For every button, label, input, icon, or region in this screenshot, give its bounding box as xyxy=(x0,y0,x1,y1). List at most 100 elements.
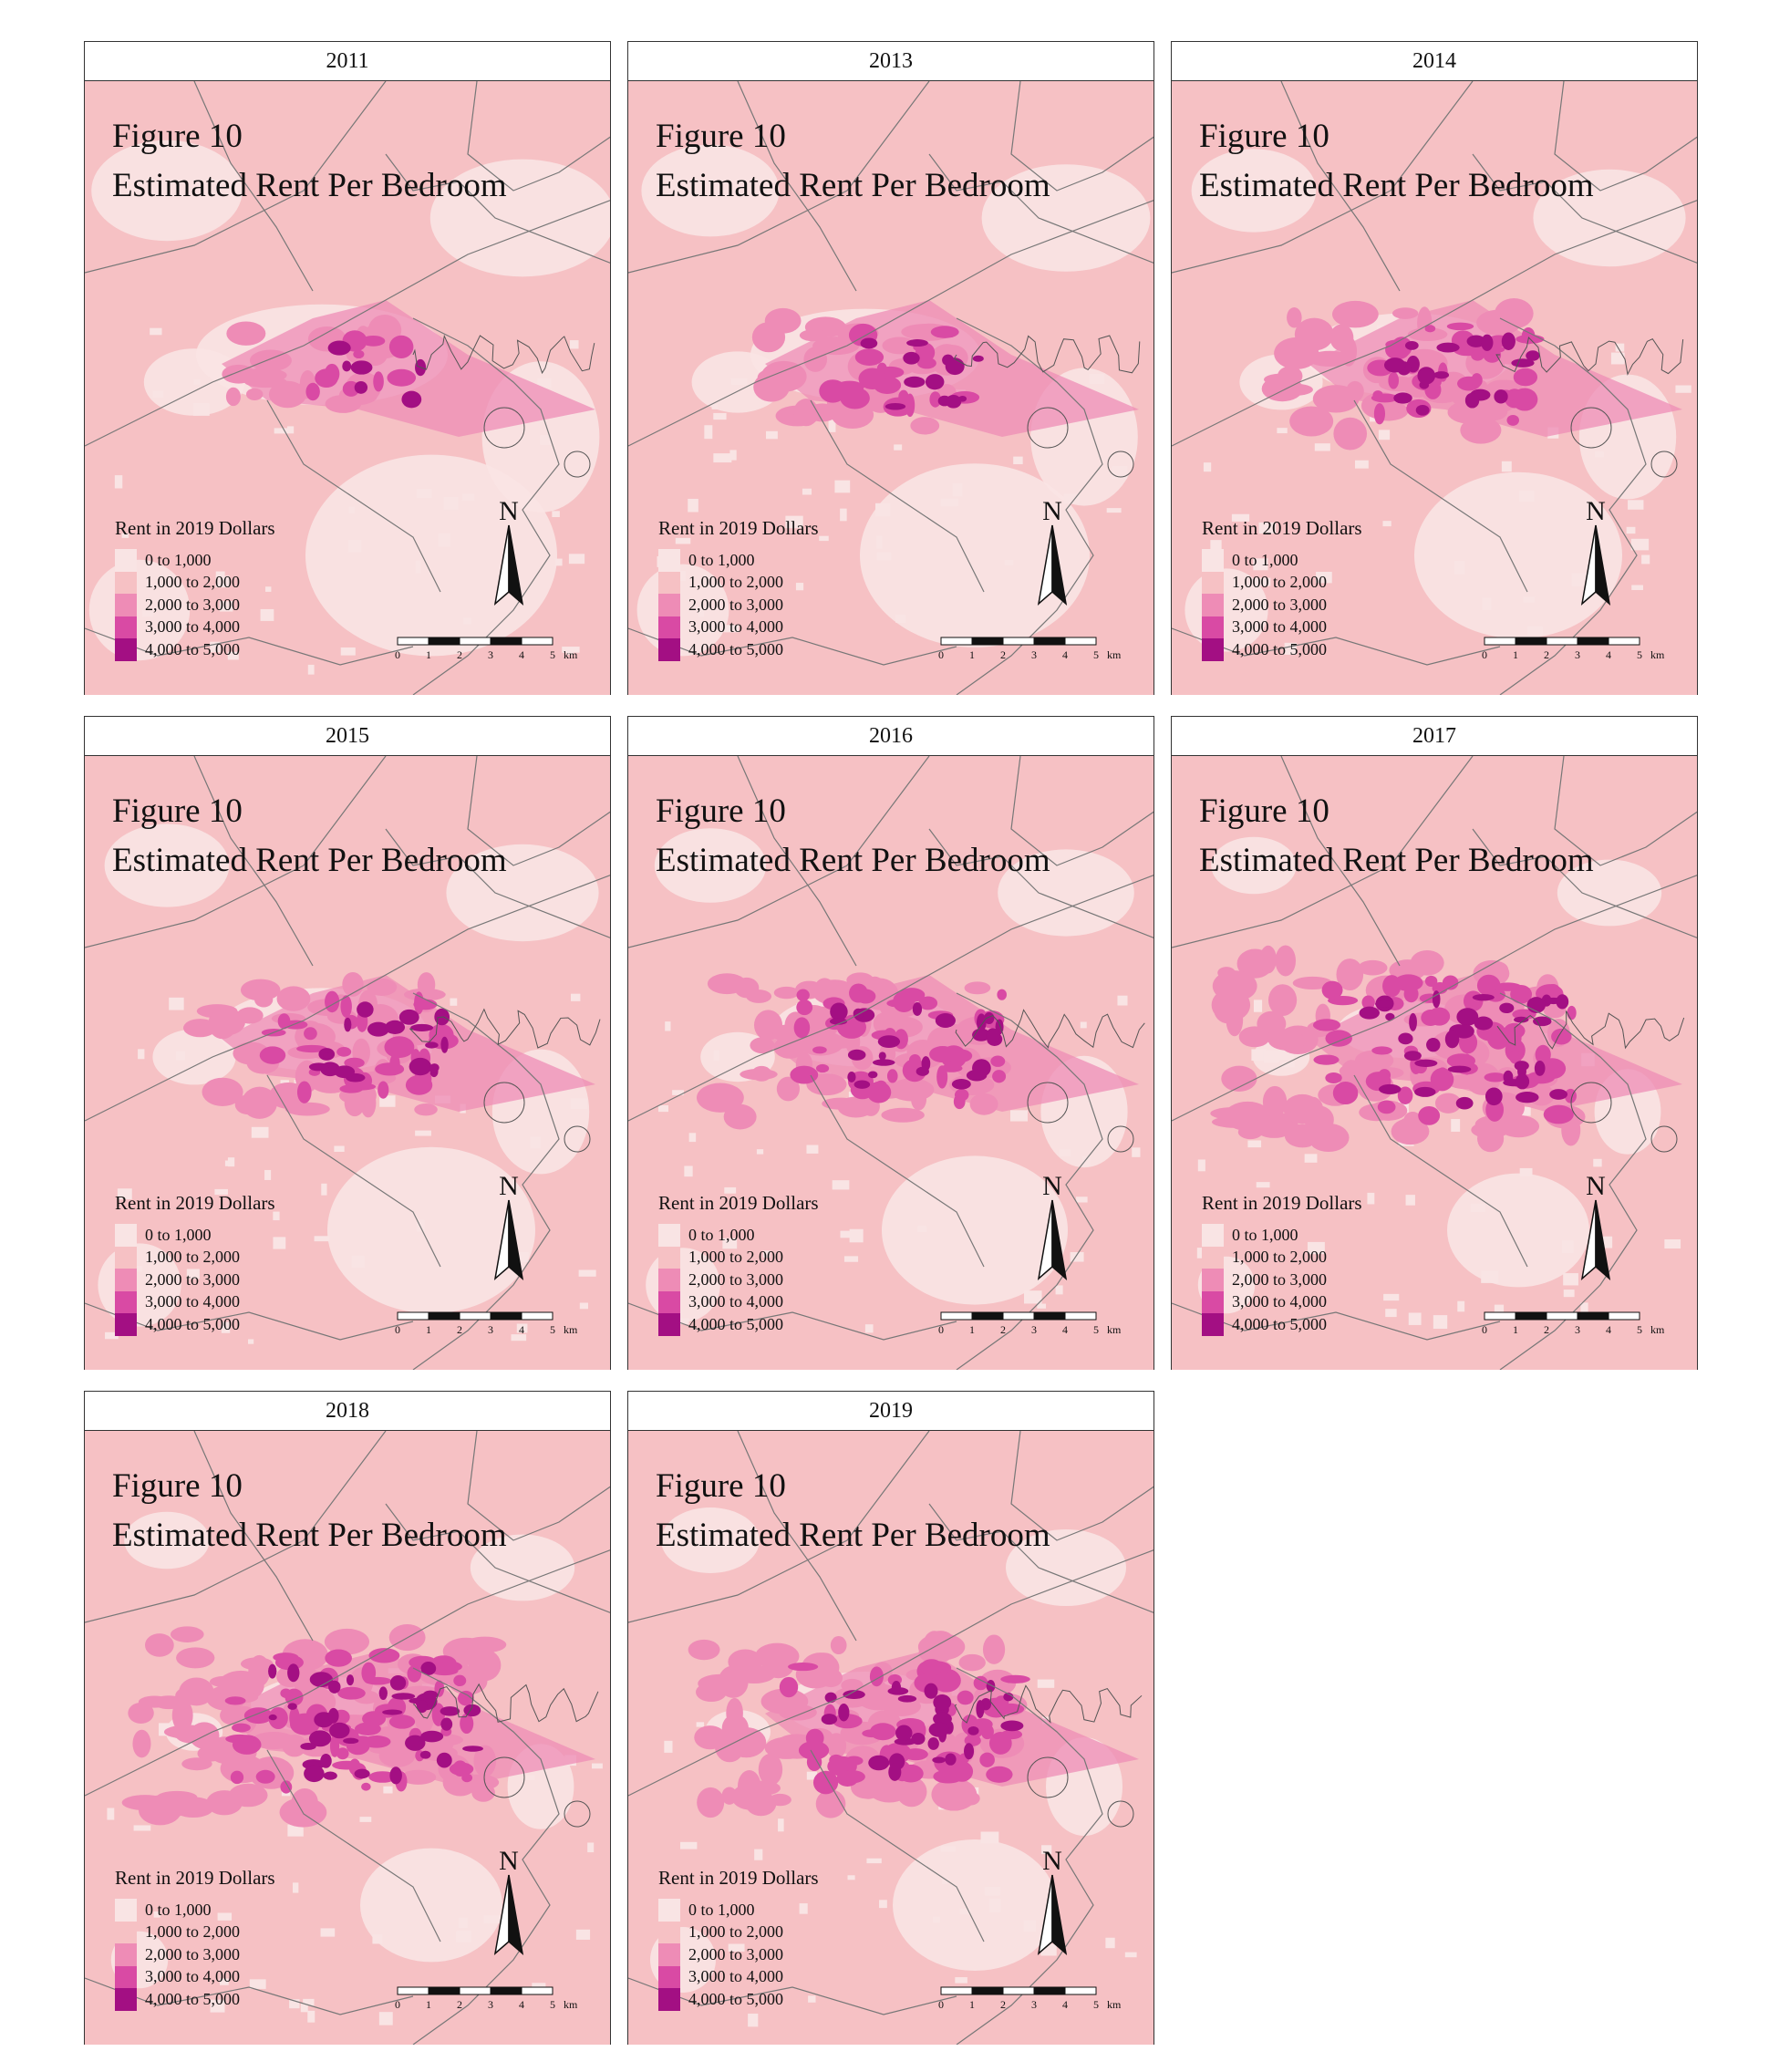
legend-label: 3,000 to 4,000 xyxy=(145,617,241,637)
boundary-line xyxy=(1010,1431,1153,1541)
north-label: N xyxy=(499,496,519,526)
rent-4000-5000-patch xyxy=(976,1700,985,1718)
low-rent-patch xyxy=(327,1146,535,1314)
rent-2000-3000-patch xyxy=(982,1634,1006,1664)
rent-2000-3000-patch xyxy=(174,1725,208,1744)
rent-3000-4000-patch xyxy=(1397,1086,1413,1105)
legend-label: 3,000 to 4,000 xyxy=(145,1967,241,1986)
low-rent-patch xyxy=(88,559,191,661)
panel-year: 2016 xyxy=(869,723,913,748)
rent-3000-4000-patch xyxy=(232,1723,251,1733)
rent-4000-5000-patch xyxy=(378,1686,388,1701)
low-rent-cell xyxy=(114,475,123,489)
boundary-line xyxy=(1172,81,1474,274)
low-rent-cell xyxy=(664,1740,673,1753)
legend-label: 4,000 to 5,000 xyxy=(145,1314,241,1333)
rent-4000-5000-patch xyxy=(429,1063,440,1072)
low-rent-cell xyxy=(483,1915,502,1923)
scale-segment xyxy=(1608,1311,1640,1321)
rent-2000-3000-patch xyxy=(153,1695,184,1710)
low-rent-patch xyxy=(104,824,230,907)
north-label: N xyxy=(1586,496,1606,526)
legend-rows: 0 to 1,000 1,000 to 2,000 2,000 to 3,000 3,… xyxy=(658,549,819,661)
legend-label: 1,000 to 2,000 xyxy=(688,1922,784,1942)
legend-label: 2,000 to 3,000 xyxy=(145,595,241,614)
rent-2000-3000-patch xyxy=(209,1009,246,1036)
map-panel-2011: 2011 Figure 10 Estimated Rent Per Bedroo… xyxy=(84,41,611,695)
low-rent-cell xyxy=(1615,343,1625,352)
low-rent-cell xyxy=(680,1841,698,1849)
panel-year-header: 2018 xyxy=(85,1392,610,1431)
scale-segment xyxy=(397,1986,429,1995)
panel-year: 2011 xyxy=(326,48,369,73)
rent-3000-4000-patch xyxy=(1421,1010,1441,1026)
rent-2000-3000-patch xyxy=(400,1769,437,1785)
low-rent-cell xyxy=(591,1763,603,1769)
legend-label: 0 to 1,000 xyxy=(1232,550,1298,569)
rent-3000-4000-patch xyxy=(796,989,810,1001)
low-rent-cell xyxy=(1481,1270,1499,1283)
rent-4000-5000-patch xyxy=(986,1028,1000,1042)
legend-swatch xyxy=(1202,571,1224,594)
low-rent-cell xyxy=(1580,1302,1588,1316)
low-rent-cell xyxy=(1263,1050,1279,1063)
low-rent-cell xyxy=(142,610,154,617)
low-rent-cell xyxy=(248,1339,254,1344)
rent-3000-4000-patch xyxy=(1424,325,1436,333)
scale-segment xyxy=(521,637,553,646)
legend-swatch xyxy=(658,1943,680,1966)
legend-swatch xyxy=(658,1988,680,2011)
scale-unit: km xyxy=(564,648,578,661)
scale-tick-label: 0 xyxy=(395,1998,400,2011)
rent-map: Figure 10 Estimated Rent Per Bedroom Ren… xyxy=(85,1431,610,2045)
island-outline xyxy=(1107,1125,1134,1153)
low-rent-cell xyxy=(711,404,719,409)
rent-2000-3000-patch xyxy=(696,1682,727,1703)
rent-2000-3000-patch xyxy=(1358,959,1388,976)
north-label: N xyxy=(1586,1171,1606,1201)
legend-swatch xyxy=(115,638,137,661)
low-rent-cell xyxy=(1470,1203,1485,1212)
scale-bar: 0 1 2 3 4 5 km xyxy=(395,1986,578,2011)
rent-map: Figure 10 Estimated Rent Per Bedroom Ren… xyxy=(1172,756,1697,1370)
rent-4000-5000-patch xyxy=(916,1066,929,1076)
rent-4000-5000-patch xyxy=(1501,332,1516,350)
rent-3000-4000-patch xyxy=(457,1690,474,1706)
scale-segment xyxy=(459,1311,491,1321)
rent-4000-5000-patch xyxy=(1432,990,1441,1009)
rent-2000-3000-patch xyxy=(360,1088,377,1118)
boundary-line xyxy=(928,1503,1153,1613)
low-rent-cell xyxy=(840,508,847,522)
boundary-line xyxy=(810,399,985,593)
rent-4000-5000-patch xyxy=(308,1062,329,1072)
legend-item: 2,000 to 3,000 xyxy=(658,594,819,616)
legend-swatch xyxy=(1202,1290,1224,1313)
boundary-line xyxy=(1353,1074,1528,1268)
rent-4000-5000-patch xyxy=(1556,994,1569,1010)
map-panel-2019: 2019 Figure 10 Estimated Rent Per Bedroo… xyxy=(627,1391,1154,2045)
low-rent-cell xyxy=(1258,522,1277,534)
rent-3000-4000-patch xyxy=(368,1648,400,1663)
rent-2000-3000-patch xyxy=(132,1729,151,1758)
low-rent-cell xyxy=(260,608,274,621)
legend-rows: 0 to 1,000 1,000 to 2,000 2,000 to 3,000 3,… xyxy=(658,1224,819,1336)
legend: Rent in 2019 Dollars 0 to 1,000 1,000 to … xyxy=(658,1867,819,2011)
legend-swatch xyxy=(658,1921,680,1943)
low-rent-cell xyxy=(688,498,698,513)
rent-3000-4000-patch xyxy=(289,1706,300,1729)
low-rent-cell xyxy=(287,426,295,434)
rent-4000-5000-patch xyxy=(1515,1073,1530,1090)
legend-label: 1,000 to 2,000 xyxy=(1232,1248,1328,1267)
rent-2000-3000-patch xyxy=(1294,317,1334,351)
legend-swatch xyxy=(658,1290,680,1313)
rent-2000-3000-patch xyxy=(1336,958,1364,991)
legend-swatch xyxy=(115,1921,137,1943)
legend-swatch xyxy=(115,1943,137,1966)
low-rent-cell xyxy=(264,1169,272,1180)
rent-2000-3000-patch xyxy=(139,1795,182,1826)
legend-item: 4,000 to 5,000 xyxy=(1202,638,1362,661)
low-rent-patch xyxy=(429,159,610,277)
legend-swatch xyxy=(658,1899,680,1922)
rent-3000-4000-patch xyxy=(815,1063,830,1073)
figure-title: Figure 10 Estimated Rent Per Bedroom xyxy=(1199,112,1594,211)
